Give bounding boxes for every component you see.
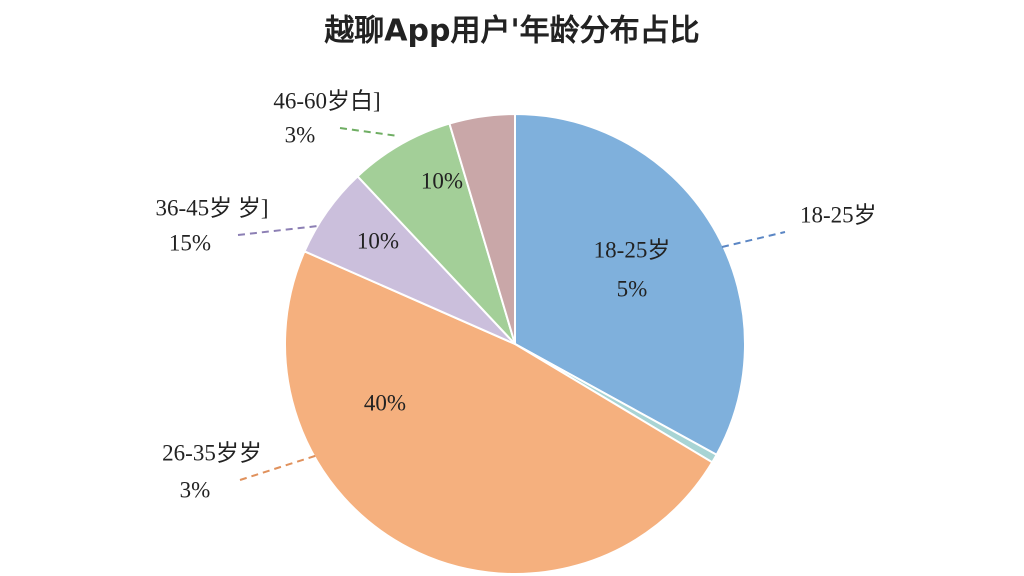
slice-label: 10% xyxy=(421,168,463,193)
callout-label: 3% xyxy=(180,477,211,502)
slice-label: 10% xyxy=(357,228,399,253)
leader-line xyxy=(237,225,319,236)
leader-line xyxy=(339,127,399,137)
slice-label: 5% xyxy=(617,276,648,301)
leader-line xyxy=(721,231,786,248)
slice-label: 40% xyxy=(364,390,406,415)
callout-label: 46-60岁白] xyxy=(273,88,380,113)
callout-label: 18-25岁 xyxy=(800,202,877,227)
chart-title: 越聊App用户'年龄分布占比 xyxy=(324,14,699,49)
pie-slice xyxy=(356,122,516,345)
leader-line xyxy=(239,454,319,481)
callout-label: 15% xyxy=(169,230,211,255)
callout-label: 36-45岁 岁] xyxy=(155,195,268,220)
pie-slice xyxy=(448,112,516,345)
callout-label: 26-35岁岁 xyxy=(162,440,262,465)
callout-label: 3% xyxy=(285,122,316,147)
pie-slice xyxy=(514,112,746,457)
pie-slice xyxy=(284,250,714,575)
pie xyxy=(284,112,746,575)
leader-lines xyxy=(237,127,786,481)
slice-label: 18-25岁 xyxy=(594,237,671,262)
